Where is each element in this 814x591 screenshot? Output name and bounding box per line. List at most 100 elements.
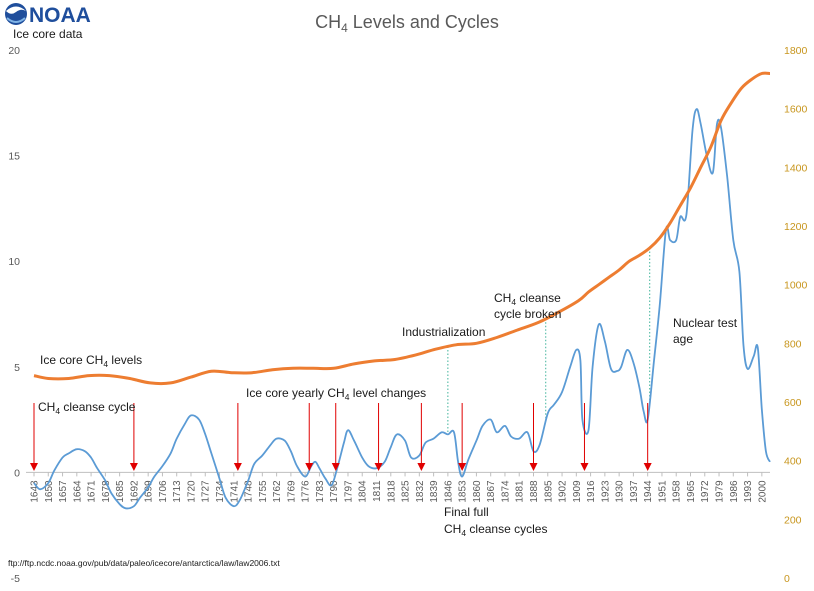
annotation-industrialization: Industrialization <box>402 325 485 339</box>
x-tick-label: 1671 <box>87 480 98 503</box>
x-tick-label: 1727 <box>201 480 212 503</box>
red-arrow-head-icon <box>305 463 314 471</box>
series-line-yearly-changes <box>33 108 771 510</box>
x-tick-label: 1804 <box>358 480 369 503</box>
x-tick-label: 1965 <box>686 480 697 503</box>
noaa-logo: NOAA <box>5 3 91 27</box>
red-arrow-head-icon <box>580 463 589 471</box>
noaa-logo-wave-icon <box>6 17 26 23</box>
x-tick-label: 1797 <box>343 480 354 503</box>
x-tick-label: 1909 <box>572 480 583 503</box>
left-tick-label: 20 <box>8 45 20 57</box>
x-tick-label: 1699 <box>144 480 155 503</box>
x-tick-label: 1706 <box>158 480 169 503</box>
right-tick-label: 1200 <box>784 221 808 233</box>
annotations: Ice core CH4 levels CH4 cleanse cycle Ic… <box>38 291 738 538</box>
x-tick-label: 1769 <box>286 480 297 503</box>
x-tick-label: 1713 <box>172 480 183 503</box>
x-tick-label: 1895 <box>543 480 554 503</box>
left-tick-label: 0 <box>14 467 20 479</box>
chart-title-sub: 4 <box>341 21 348 35</box>
x-tick-label: 1741 <box>229 480 240 503</box>
x-tick-label: 1818 <box>386 480 397 503</box>
right-tick-label: 200 <box>784 514 802 526</box>
x-tick-label: 1993 <box>743 480 754 503</box>
x-tick-label: 1937 <box>629 480 640 503</box>
annotation-cleanse-broken-line1: CH4 cleanse <box>494 291 561 307</box>
red-arrow-head-icon <box>30 463 38 471</box>
left-axis-ticks: -5 0 5 10 15 20 <box>8 45 20 585</box>
x-tick-label: 1972 <box>700 480 711 503</box>
x-tick-label: 1678 <box>101 480 112 503</box>
red-arrow-head-icon <box>458 463 467 471</box>
left-tick-label: 5 <box>14 362 20 374</box>
annotation-ch4-levels: Ice core CH4 levels <box>40 353 142 369</box>
left-tick-label: -5 <box>11 573 20 585</box>
x-tick-label: 1853 <box>458 480 469 503</box>
x-tick-label: 1692 <box>129 480 140 503</box>
left-tick-label: 15 <box>8 151 20 163</box>
x-tick-label: 1874 <box>500 480 511 503</box>
right-tick-label: 1000 <box>784 280 808 292</box>
x-tick-label: 1839 <box>429 480 440 503</box>
series-lines <box>33 71 771 510</box>
noaa-logo-text: NOAA <box>29 4 91 27</box>
annotation-final-cycles-line1: Final full <box>444 505 489 519</box>
annotation-cleanse-cycle: CH4 cleanse cycle <box>38 400 136 416</box>
right-axis-ticks: 0 200 400 600 800 1000 1200 1400 1600 1800 <box>784 45 808 585</box>
x-tick-label: 1776 <box>301 480 312 503</box>
red-arrow-head-icon <box>374 463 383 471</box>
x-tick-label: 1825 <box>401 480 412 503</box>
x-tick-label: 1734 <box>215 480 226 503</box>
series-line-ch4-levels <box>33 71 771 386</box>
x-tick-label: 1650 <box>44 480 55 503</box>
x-tick-label: 1888 <box>529 480 540 503</box>
right-tick-label: 800 <box>784 338 802 350</box>
x-tick-label: 1748 <box>244 480 255 503</box>
x-tick-label: 1902 <box>558 480 569 503</box>
x-tick-label: 1790 <box>329 480 340 503</box>
red-arrow-head-icon <box>529 463 538 471</box>
x-tick-label: 1979 <box>715 480 726 503</box>
x-tick-label: 1986 <box>729 480 740 503</box>
x-tick-label: 1860 <box>472 480 483 503</box>
x-tick-label: 1916 <box>586 480 597 503</box>
right-tick-label: 1400 <box>784 162 808 174</box>
annotation-yearly-changes: Ice core yearly CH4 level changes <box>246 386 426 402</box>
annotation-nuclear-line2: age <box>673 332 693 346</box>
chart-title-rest: Levels and Cycles <box>348 12 499 32</box>
x-tick-label: 1951 <box>657 480 668 503</box>
x-tick-label: 1832 <box>415 480 426 503</box>
x-tick-label: 1811 <box>372 480 383 502</box>
right-tick-label: 600 <box>784 397 802 409</box>
x-tick-label: 1762 <box>272 480 283 503</box>
x-tick-label: 1755 <box>258 480 269 503</box>
right-tick-label: 400 <box>784 456 802 468</box>
annotation-cleanse-broken-line2: cycle broken <box>494 307 561 321</box>
x-tick-label: 1944 <box>643 480 654 503</box>
x-tick-label: 1930 <box>615 480 626 503</box>
source-note: ftp://ftp.ncdc.noaa.gov/pub/data/paleo/i… <box>8 558 280 568</box>
left-tick-label: 10 <box>8 256 20 268</box>
noaa-logo-bird-icon <box>6 6 26 14</box>
x-axis: 1643 1650 1657 1664 1671 1678 1685 1692 1699 1706… <box>26 471 770 503</box>
annotation-nuclear-line1: Nuclear test <box>673 316 738 330</box>
right-tick-label: 1600 <box>784 104 808 116</box>
x-tick-label: 1881 <box>515 480 526 503</box>
red-arrows <box>30 403 652 471</box>
annotation-final-cycles-line2: CH4 cleanse cycles <box>444 522 547 538</box>
chart-title-main: CH <box>315 12 341 32</box>
x-tick-label: 1643 <box>30 480 41 503</box>
x-tick-label: 1657 <box>58 480 69 503</box>
red-arrow-head-icon <box>331 463 340 471</box>
dotted-guide-lines <box>447 248 651 435</box>
x-tick-label: 1867 <box>486 480 497 503</box>
chart-title: CH4 Levels and Cycles <box>315 12 499 35</box>
red-arrow-head-icon <box>643 463 652 471</box>
right-tick-label: 1800 <box>784 45 808 57</box>
red-arrow-head-icon <box>233 463 242 471</box>
x-tick-label: 1664 <box>72 480 83 503</box>
red-arrow-head-icon <box>417 463 426 471</box>
x-tick-label: 1958 <box>672 480 683 503</box>
